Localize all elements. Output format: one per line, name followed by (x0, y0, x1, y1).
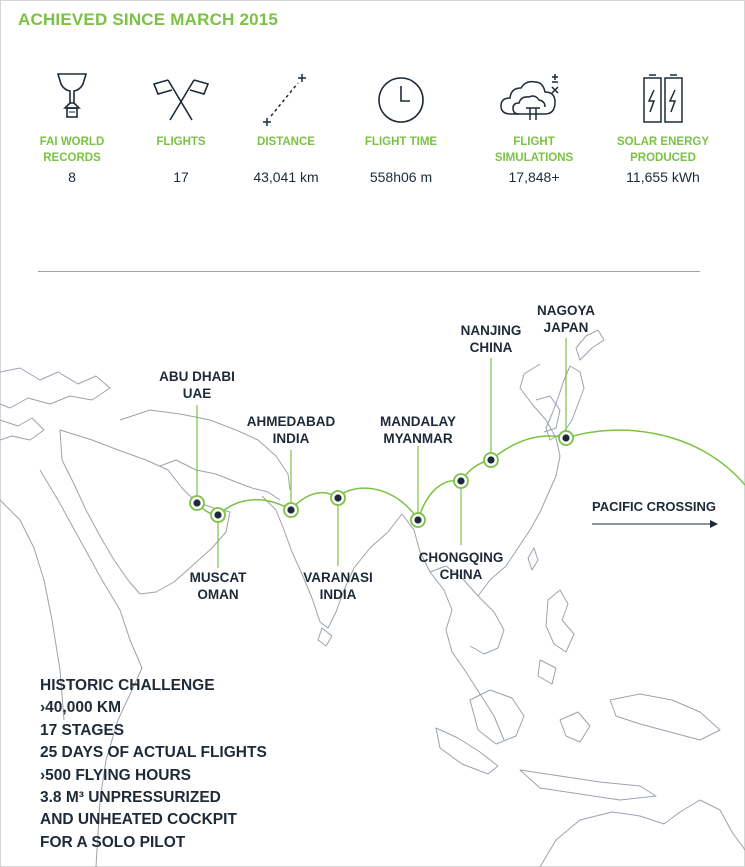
stat-flight-simulations: FLIGHT SIMULATIONS 17,848+ (474, 70, 594, 185)
stat-label: SOLAR ENERGY PRODUCED (616, 136, 709, 164)
stat-label: DISTANCE (257, 136, 315, 148)
stat-flight-time: FLIGHT TIME 558h06 m (341, 70, 461, 185)
city-label-abu-dhabi: ABU DHABI UAE (159, 369, 235, 401)
stop-marker-chongqing (453, 473, 469, 489)
city-label-nagoya: NAGOYA JAPAN (536, 303, 595, 335)
city-label-nanjing: NANJING CHINA (460, 323, 522, 355)
stat-value: 558h06 m (369, 169, 433, 185)
fact-line: 17 STAGES (40, 721, 125, 739)
coastline-outlines (0, 329, 745, 867)
clock-icon (341, 70, 461, 126)
city-label-varanasi: VARANASI INDIA (303, 570, 373, 602)
stats-row: FAI WORLD RECORDS 8 FLIGHTS 17 DISTANCE … (0, 70, 745, 210)
stat-solar-energy: SOLAR ENERGY PRODUCED 11,655 kWh (603, 70, 723, 185)
headline: ACHIEVED SINCE MARCH 2015 (18, 10, 279, 29)
fact-line: HISTORIC CHALLENGE (40, 677, 215, 694)
city-label-chongqing: CHONGQING CHINA (418, 550, 504, 582)
crossed-flags-icon (121, 70, 241, 126)
stat-label: FAI WORLD RECORDS (39, 136, 105, 164)
stat-label: FLIGHT SIMULATIONS (494, 136, 574, 164)
fact-line: FOR A SOLO PILOT (40, 833, 186, 851)
stat-distance: DISTANCE 43,041 km (226, 70, 346, 185)
stat-fai-records: FAI WORLD RECORDS 8 (12, 70, 132, 185)
route-map (0, 329, 745, 867)
stat-value: 11,655 kWh (626, 169, 700, 185)
cloud-computing-icon (474, 70, 594, 126)
stop-marker-ahmedabad (283, 502, 299, 518)
stat-value: 17,848+ (508, 169, 560, 185)
pacific-crossing-label: PACIFIC CROSSING (592, 499, 716, 514)
city-label-mandalay: MANDALAY MYANMAR (379, 414, 456, 446)
city-label-ahmedabad: AHMEDABAD INDIA (246, 414, 336, 446)
stat-value: 8 (68, 169, 76, 185)
city-label-muscat: MUSCAT OMAN (189, 570, 247, 602)
stat-flights: FLIGHTS 17 (121, 70, 241, 185)
fact-line: ›500 FLYING HOURS (40, 766, 192, 784)
stat-label: FLIGHTS (156, 136, 206, 148)
battery-icon (603, 70, 723, 126)
fact-line: 25 DAYS OF ACTUAL FLIGHTS (40, 744, 267, 762)
pacific-arrow (592, 520, 718, 528)
route-stops (189, 430, 574, 528)
stat-label: FLIGHT TIME (364, 136, 438, 148)
stat-value: 17 (173, 169, 189, 185)
stat-value: 43,041 km (253, 169, 319, 185)
stop-marker-mandalay (410, 512, 426, 528)
fact-line: ›40,000 KM (40, 699, 121, 717)
trophy-icon (12, 70, 132, 126)
historic-challenge-facts: HISTORIC CHALLENGE ›40,000 KM 17 STAGES … (40, 675, 267, 854)
distance-icon (226, 70, 346, 126)
stop-marker-nagoya (558, 430, 574, 446)
stop-marker-abu-dhabi (189, 495, 205, 511)
stop-marker-muscat (210, 507, 226, 523)
section-divider (38, 271, 700, 272)
fact-line: 3.8 M³ UNPRESSURIZED (40, 789, 221, 807)
stop-marker-varanasi (330, 490, 346, 506)
stop-marker-nanjing (483, 452, 499, 468)
city-pointer-lines (196, 338, 567, 568)
fact-line: AND UNHEATED COCKPIT (40, 811, 237, 829)
